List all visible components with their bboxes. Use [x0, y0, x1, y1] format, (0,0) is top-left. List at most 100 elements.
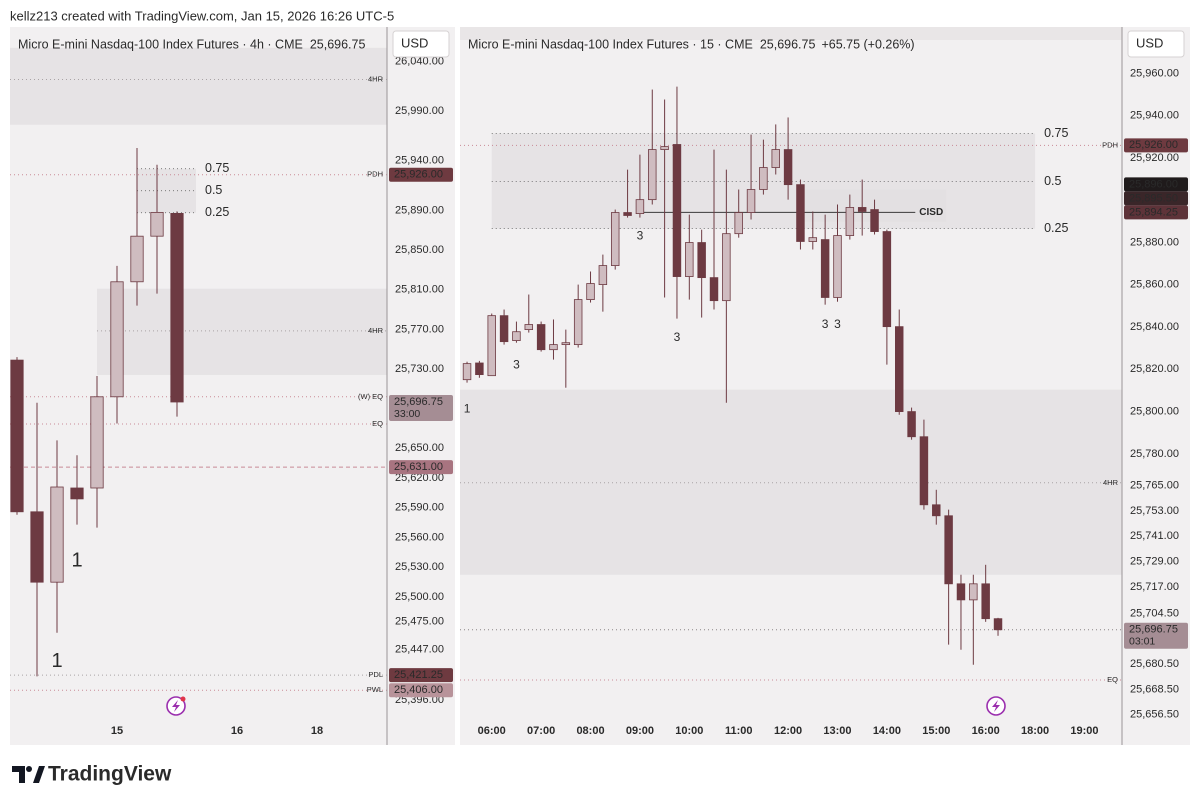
price-tag-label: 25,896.00 [1129, 178, 1178, 190]
x-tick-label: 10:00 [675, 725, 703, 737]
x-tick-label: 06:00 [478, 725, 506, 737]
candle-body [170, 212, 184, 403]
last-price: 25,696.75 [760, 37, 816, 51]
y-tick-label: 25,650.00 [395, 442, 444, 454]
annotation: 3 [822, 317, 829, 331]
y-tick-label: 25,729.00 [1130, 556, 1179, 568]
candle-body [771, 149, 780, 168]
price-tag-label: 25,406.00 [394, 684, 443, 696]
annotation: 1 [71, 550, 82, 572]
y-tick-label: 25,620.00 [395, 472, 444, 484]
x-tick-label: 19:00 [1070, 725, 1098, 737]
x-tick-label: 07:00 [527, 725, 555, 737]
x-tick-label: 15 [111, 725, 123, 737]
candle-body [598, 265, 608, 285]
currency-box [392, 30, 450, 58]
credit: kellz213 created with TradingView.com, J… [10, 8, 394, 23]
x-tick-label: 18 [311, 725, 323, 737]
price-tag [1124, 205, 1188, 220]
candle-body [130, 235, 144, 283]
price-tag [1124, 191, 1188, 206]
candle-body [969, 583, 978, 601]
candle-body [110, 281, 124, 398]
candle-body [524, 324, 534, 331]
price-tag [389, 460, 453, 475]
annotation: 3 [674, 330, 681, 344]
y-tick-label: 25,990.00 [395, 105, 444, 117]
candle-body [536, 324, 546, 351]
alert-icon[interactable] [166, 696, 186, 716]
x-tick-label: 09:00 [626, 725, 654, 737]
y-tick-label: 25,753.00 [1130, 505, 1179, 517]
fib-label: 0.5 [205, 183, 222, 197]
chart-title: Micro E-mini Nasdaq-100 Index Futures · … [18, 37, 303, 51]
price-tag [1124, 622, 1188, 649]
candle-body [660, 146, 669, 150]
price-tag [389, 167, 453, 182]
y-tick-label: 25,810.00 [395, 284, 444, 296]
y-tick-label: 25,475.00 [395, 616, 444, 628]
cisd-label: CISD [919, 207, 943, 218]
x-tick-label: 16 [231, 725, 243, 737]
y-tick-label: 25,960.00 [1130, 67, 1179, 79]
candle-body [90, 396, 104, 489]
annotation: 3 [834, 317, 841, 331]
fib-label: 0.75 [1044, 126, 1068, 140]
y-tick-label: 25,447.00 [395, 644, 444, 656]
zone [97, 288, 387, 375]
x-tick-label: 18:00 [1021, 725, 1049, 737]
y-tick-label: 25,940.00 [395, 155, 444, 167]
candle-body [956, 583, 966, 601]
level-label: EQ [1107, 675, 1118, 684]
x-tick-label: 16:00 [972, 725, 1000, 737]
price-tag [389, 683, 453, 698]
level-label: PWL [367, 685, 383, 694]
candle-body [685, 242, 694, 277]
top-strip [460, 27, 1122, 40]
candle-body [833, 235, 842, 298]
x-tick-label: 11:00 [725, 725, 753, 737]
y-tick-label: 25,560.00 [395, 531, 444, 543]
price-tag-label: 25,631.00 [394, 461, 443, 473]
currency: USD [401, 35, 428, 50]
x-tick-label: 14:00 [873, 725, 901, 737]
annotation: 1 [51, 650, 62, 672]
y-tick-label: 25,860.00 [1130, 279, 1179, 291]
annotation: 3 [637, 228, 644, 242]
level-label: (W) EQ [358, 392, 383, 401]
price-change: +65.75 (+0.26%) [821, 37, 914, 51]
candle-body [561, 342, 571, 346]
candle-body [734, 212, 743, 235]
y-tick-label: 25,920.00 [1130, 152, 1179, 164]
level-label: PDH [1102, 140, 1118, 149]
plot-area [460, 86, 1122, 681]
level-label: PDL [368, 670, 383, 679]
currency-box [1127, 30, 1185, 58]
candle-body [635, 199, 645, 214]
y-tick-label: 25,668.50 [1130, 683, 1179, 695]
alert-icon[interactable] [986, 696, 1006, 716]
price-tag-label: 25,696.75 [1129, 624, 1178, 636]
zone [460, 389, 1122, 575]
candle-body [783, 149, 793, 186]
fib-label: 0.25 [1044, 221, 1068, 235]
candle-body [919, 436, 929, 506]
price-tag [1124, 177, 1188, 192]
candle-body [512, 331, 521, 341]
candle-body [586, 283, 595, 300]
candle-body [10, 359, 24, 513]
candle-body [70, 487, 84, 500]
candle-body [30, 511, 44, 583]
brand-name: TradingView [48, 763, 172, 786]
y-tick-label: 25,704.50 [1130, 607, 1179, 619]
brand-logo [12, 766, 45, 783]
x-tick-label: 12:00 [774, 725, 802, 737]
candle-body [697, 242, 706, 279]
zone [137, 168, 196, 213]
price-tag-label: 25,421.25 [394, 669, 443, 681]
y-tick-label: 25,840.00 [1130, 321, 1179, 333]
price-tag-label: 25,696.75 [394, 396, 443, 408]
price-tag [1124, 138, 1188, 153]
y-tick-label: 25,741.00 [1130, 530, 1179, 542]
pane-background [10, 27, 455, 745]
